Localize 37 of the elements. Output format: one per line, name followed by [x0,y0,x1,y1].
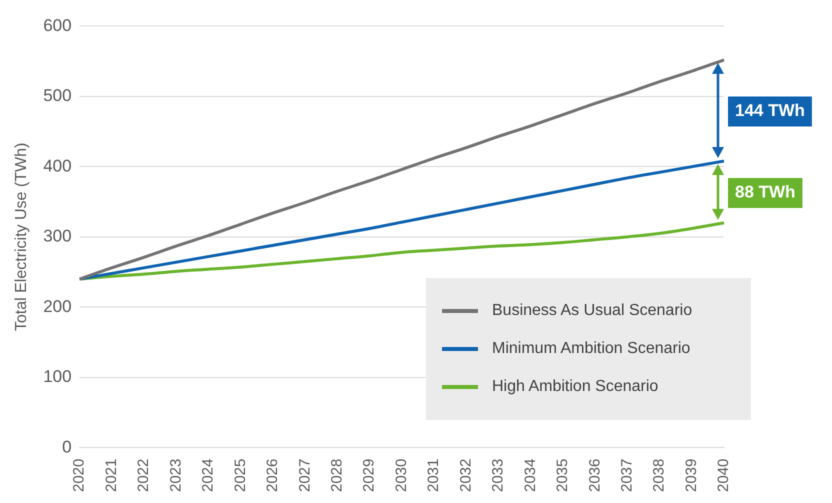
legend-label: High Ambition Scenario [492,378,658,396]
text: 144 TWh [735,101,805,120]
x-tick-label: 2036 [586,458,604,492]
line-series [78,221,726,281]
x-tick-label: 2030 [392,458,410,492]
text: 88 TWh [735,182,796,202]
y-axis-title: Total Electricity Use (TWh) [13,142,30,332]
y-tick-label: 500 [43,86,72,106]
legend-label: Minimum Ambition Scenario [492,340,690,358]
y-tick-label: 400 [43,156,72,176]
y-tick-label: 0 [62,437,72,456]
x-tick-label: 2025 [232,458,249,492]
x-tick-label: 2027 [296,458,314,492]
line-series [78,58,726,281]
y-tick-label: 200 [43,296,72,316]
x-tick-label: 2033 [490,458,507,492]
x-tick-label: 2040 [715,458,732,492]
x-tick-label: 2024 [200,458,217,492]
x-tick-label: 2034 [522,458,539,492]
x-tick-label: 2020 [70,458,88,492]
x-tick-label: 2026 [264,458,282,492]
x-tick-label: 2037 [618,458,636,492]
y-tick-label: 600 [43,16,72,35]
x-tick-label: 2021 [102,458,120,492]
x-tick-label: 2032 [457,458,474,492]
x-tick-label: 2031 [425,458,442,492]
legend-label: Business As Usual Scenario [492,302,692,320]
y-tick-label: 300 [43,226,72,246]
y-tick-label: 100 [43,367,72,386]
x-tick-label: 2023 [167,458,184,492]
x-tick-label: 2029 [360,458,378,492]
x-tick-label: 2035 [554,458,572,492]
x-tick-label: 2039 [682,458,700,492]
x-tick-label: 2028 [328,458,346,492]
x-tick-label: 2022 [135,458,152,492]
x-tick-label: 2038 [650,458,668,492]
line-series [78,160,726,281]
